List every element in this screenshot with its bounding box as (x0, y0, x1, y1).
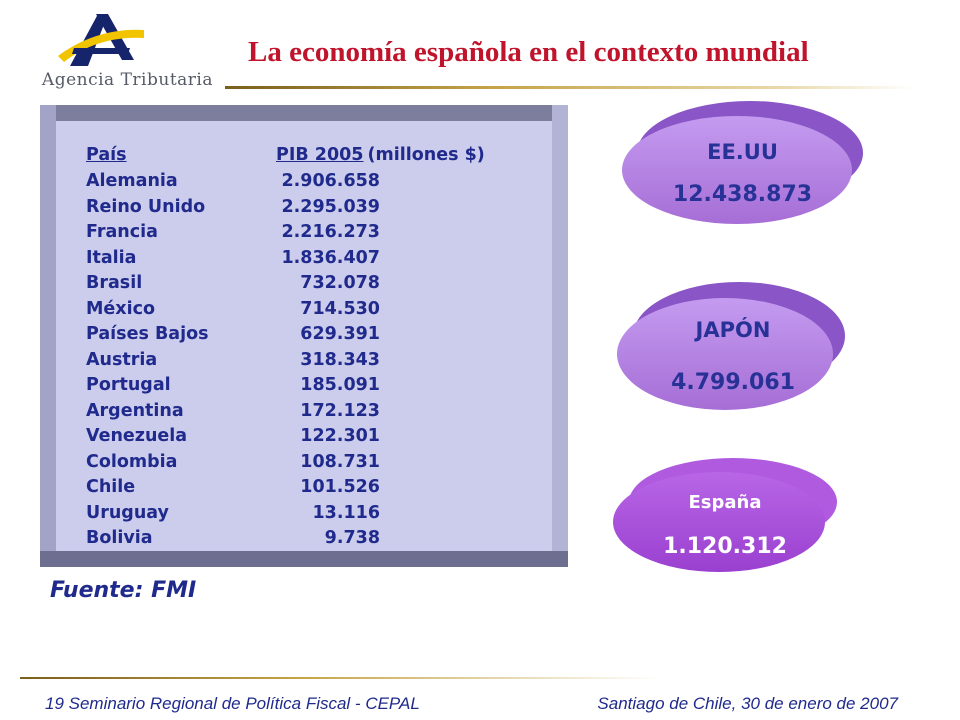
agencia-tributaria-logo (52, 8, 152, 70)
footer-divider (20, 677, 660, 679)
country-name: Colombia (86, 451, 178, 472)
country-name: Venezuela (86, 426, 188, 446)
country-name: Uruguay (86, 502, 169, 523)
gdp-value: 2.295.039 (281, 196, 380, 217)
gdp-value: 185.091 (300, 375, 380, 395)
gdp-value: 714.530 (300, 298, 380, 319)
country-name: Reino Unido (86, 196, 206, 217)
gdp-value: 122.301 (300, 426, 380, 446)
table-row: México 714.530 (86, 299, 485, 325)
table-row: Italia 1.836.407 (86, 248, 485, 274)
gdp-table: País PIB 2005 (millones $) Alemania 2.906.6… (86, 145, 485, 554)
header-unit: (millones $) (367, 145, 485, 165)
badge-usa-label: EE.UU (707, 140, 778, 164)
country-name: Países Bajos (86, 324, 209, 344)
country-name: Portugal (86, 375, 171, 395)
table-header: País PIB 2005 (millones $) (86, 145, 485, 171)
table-row: Chile 101.526 (86, 477, 485, 503)
footer-date: Santiago de Chile, 30 de enero de 2007 (597, 694, 898, 713)
panel-bevel-top (40, 105, 568, 121)
table-row: Alemania 2.906.658 (86, 171, 485, 197)
country-name: Francia (86, 222, 158, 242)
country-name: Brasil (86, 273, 143, 293)
gdp-value: 629.391 (300, 324, 380, 344)
country-name: Argentina (86, 400, 184, 421)
gdp-value: 172.123 (300, 400, 380, 421)
badge-usa: EE.UU 12.438.873 (615, 98, 870, 228)
country-name: Austria (86, 349, 158, 370)
country-name: Bolivia (86, 528, 153, 548)
badge-spain-shape (613, 458, 837, 572)
badge-usa-shape (622, 101, 863, 224)
gdp-value: 1.836.407 (281, 247, 380, 268)
badge-spain: España 1.120.312 (605, 450, 845, 580)
panel-bevel-bottom (40, 551, 568, 567)
gdp-value: 318.343 (300, 349, 380, 370)
gdp-value: 732.078 (300, 273, 380, 293)
gdp-value: 13.116 (312, 502, 380, 523)
badge-japan-label: JAPÓN (695, 318, 771, 342)
badge-japan-value: 4.799.061 (671, 370, 795, 395)
gdp-value: 9.738 (324, 528, 380, 548)
country-name: Alemania (86, 171, 178, 191)
header-divider (225, 86, 915, 89)
table-row: Venezuela 122.301 (86, 426, 485, 452)
country-name: México (86, 298, 155, 319)
table-row: Uruguay 13.116 (86, 503, 485, 529)
country-name: Italia (86, 247, 137, 268)
panel-bevel-left (40, 105, 56, 567)
badge-japan: JAPÓN 4.799.061 (613, 278, 853, 414)
slide-title: La economía española en el contexto mund… (248, 36, 809, 68)
badge-usa-value: 12.438.873 (672, 182, 813, 207)
table-row: Países Bajos 629.391 (86, 324, 485, 350)
badge-japan-shape (617, 282, 845, 410)
gdp-value: 101.526 (300, 477, 380, 497)
badge-spain-value: 1.120.312 (663, 534, 787, 559)
gdp-value: 108.731 (300, 451, 380, 472)
header-country: País (86, 145, 127, 165)
footer-event: 19 Seminario Regional de Política Fiscal… (45, 694, 420, 713)
table-row: Francia 2.216.273 (86, 222, 485, 248)
table-row: Reino Unido 2.295.039 (86, 197, 485, 223)
table-panel-inner (56, 121, 552, 551)
table-row: Colombia 108.731 (86, 452, 485, 478)
header-pib: PIB 2005 (276, 145, 364, 165)
table-row: Portugal 185.091 (86, 375, 485, 401)
gdp-value: 2.906.658 (281, 171, 380, 191)
panel-bevel-right (552, 105, 568, 567)
table-row: Bolivia 9.738 (86, 528, 485, 554)
table-row: Brasil 732.078 (86, 273, 485, 299)
table-row: Austria 318.343 (86, 350, 485, 376)
table-row: Argentina 172.123 (86, 401, 485, 427)
source-note: Fuente: FMI (50, 578, 197, 603)
country-name: Chile (86, 477, 136, 497)
badge-spain-label: España (688, 492, 762, 513)
gdp-value: 2.216.273 (281, 222, 380, 242)
agency-name: Agencia Tributaria (41, 70, 213, 90)
